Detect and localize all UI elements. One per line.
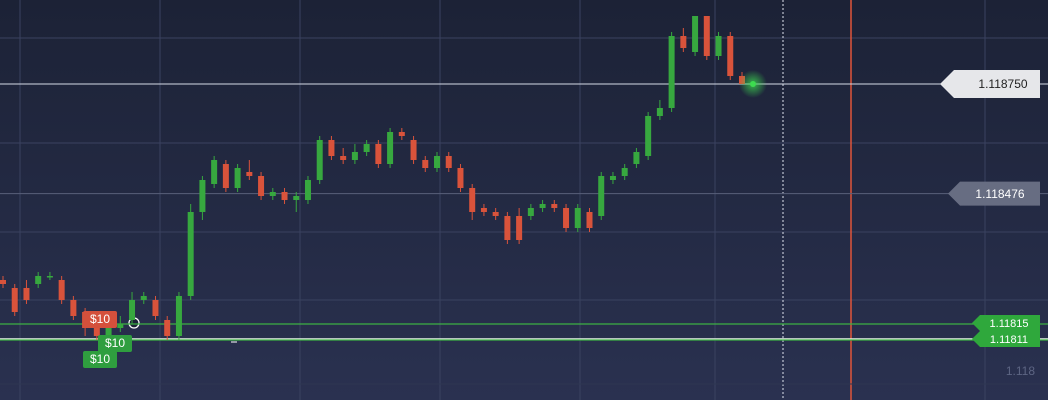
y-tick-label: 1.118 [1006,364,1035,378]
candle-body [117,324,124,328]
trade-level-label: 1.11815 [990,318,1029,330]
candle-body [457,168,464,188]
candle-body [434,156,441,168]
candle-body [363,144,370,152]
candle-body [387,132,394,164]
candle-body [398,132,405,136]
trade-box [83,311,117,328]
candle-body [410,140,417,160]
candle-body [621,168,628,176]
trade-amount: $10 [90,352,110,366]
candle-body [469,188,476,212]
candle-body [281,192,288,200]
candle-body [656,108,663,116]
candle-body [269,192,276,196]
candle-body [258,176,265,196]
trade-box [83,351,117,368]
candle-body [351,152,358,160]
candle-body [527,208,534,216]
candle-body [727,36,734,76]
candle-body [480,208,487,212]
candle-body [234,168,241,188]
candle-body [539,204,546,208]
candle-body [574,208,581,228]
trade-level-tag [972,331,1040,347]
current-tag-label: 1.118750 [978,77,1027,91]
candle-body [551,204,558,208]
candle-body [211,160,218,184]
candle-body [199,180,206,212]
candle-body [504,216,511,240]
trade-amount: $10 [90,312,110,326]
candle-body [492,212,499,216]
trade-level-tag [972,315,1040,331]
candle-body [715,36,722,56]
candle-body [23,288,30,300]
candle-body [164,320,171,336]
candle-body [692,16,699,52]
candle-body [563,208,570,228]
candle-body [293,196,300,200]
marker-tag [948,181,1040,206]
candle-body [586,212,593,228]
candle-body [187,212,194,296]
candle-body [375,144,382,164]
candle-body [304,180,311,200]
candle-body [222,164,229,188]
candle-body [11,288,18,312]
candle-body [93,328,100,336]
candle-body [340,156,347,160]
candle-body [645,116,652,156]
candle-body [633,152,640,164]
candle-body [609,176,616,180]
candle-body [105,328,112,336]
marker-tag-label: 1.118476 [975,187,1024,201]
candle-body [680,36,687,48]
candle-body [445,156,452,168]
candle-body [35,276,42,284]
current-tag [940,70,1040,98]
candle-body [46,276,53,278]
trade-box [98,335,132,352]
trade-level-label: 1.11811 [990,334,1028,346]
candle-body [175,296,182,336]
trade-amount: $10 [105,336,125,350]
current-point [750,81,756,87]
candle-body [152,300,159,316]
candle-body [668,36,675,108]
candle-body [0,280,6,284]
candle-body [246,172,253,176]
candle-body [598,176,605,216]
candle-body [58,280,65,300]
candle-body [140,296,147,300]
candle-body [328,140,335,156]
candle-body [703,16,710,56]
candle-body [129,300,136,320]
candle-body [316,140,323,180]
candle-body [516,216,523,240]
candle-body [70,300,77,316]
candle-body [422,160,429,168]
